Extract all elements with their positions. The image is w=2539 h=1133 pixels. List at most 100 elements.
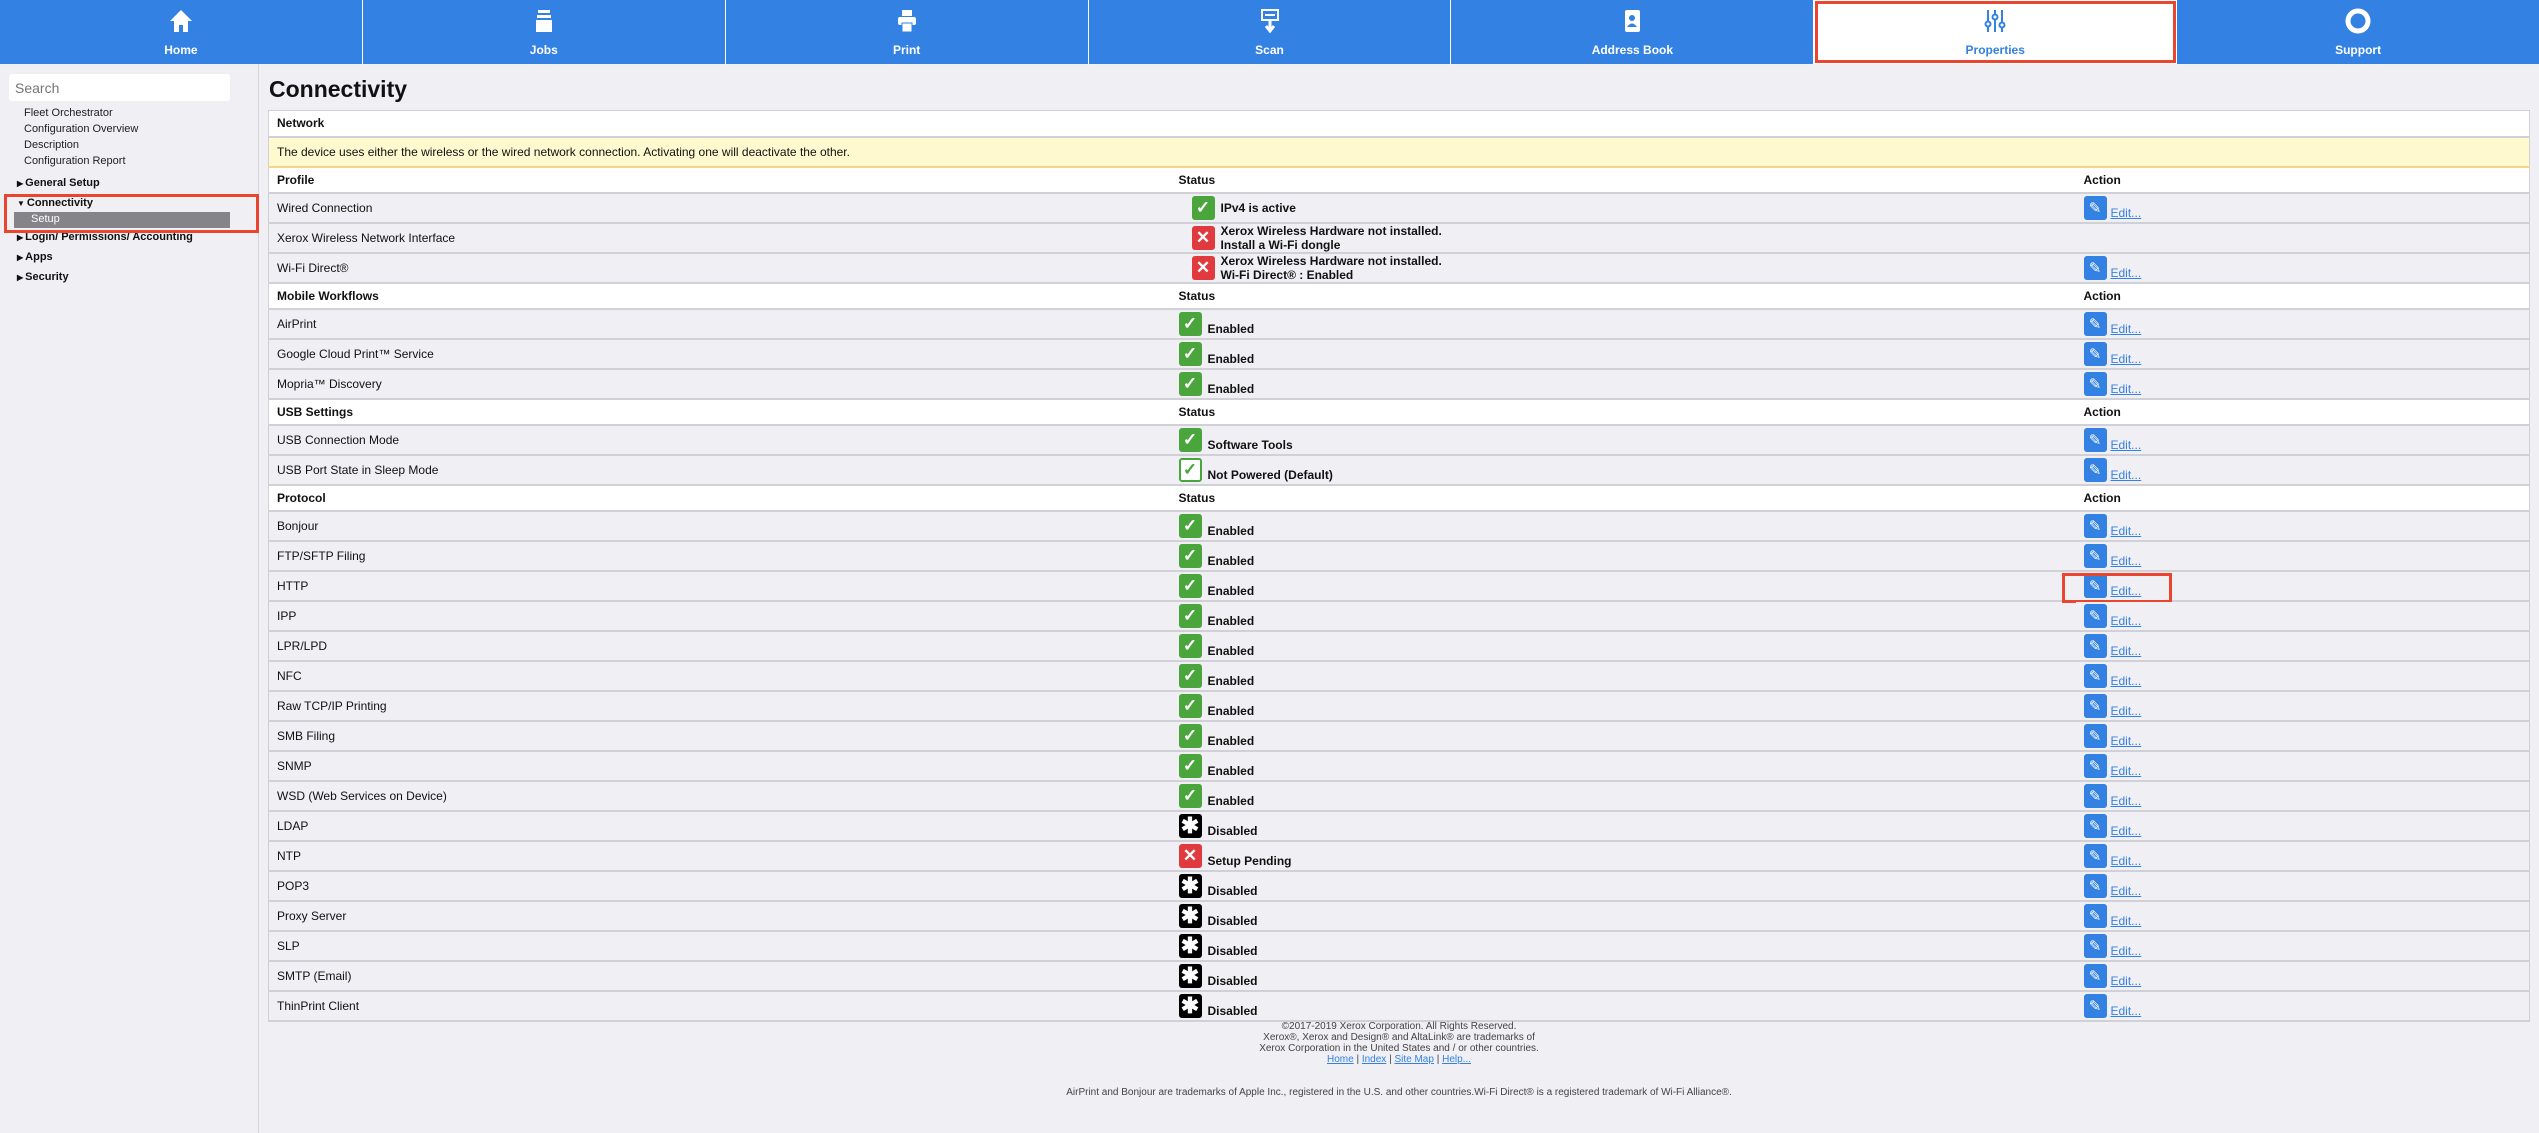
edit-link[interactable]: Edit... [2110,613,2142,628]
pencil-icon[interactable]: ✎ [2083,843,2107,868]
sidebar-group-general-setup[interactable]: ▶ General Setup [17,177,100,189]
sidebar-group-login-permissions-accounting[interactable]: ▶ Login/ Permissions/ Accounting [17,231,193,243]
table-row: ThinPrint Client ✱ Disabled ✎ Edit... [268,990,2530,1022]
pencil-icon[interactable]: ✎ [2083,513,2107,538]
sidebar-group-apps[interactable]: ▶ Apps [17,251,53,263]
pencil-icon[interactable]: ✎ [2083,255,2107,280]
search-input[interactable] [9,74,230,101]
edit-link[interactable]: Edit... [2110,943,2142,958]
tab-support[interactable]: Support [2177,0,2539,64]
edit-link[interactable]: Edit... [2110,733,2142,748]
check-icon: ✓ [1178,371,1202,396]
tab-properties[interactable]: Properties [1814,0,2178,64]
edit-link[interactable]: Edit... [2110,823,2142,838]
pencil-icon[interactable]: ✎ [2083,813,2107,838]
edit-link[interactable]: Edit... [2110,205,2142,220]
pencil-icon[interactable]: ✎ [2083,993,2107,1018]
edit-link[interactable]: Edit... [2110,763,2142,778]
table-row: LDAP ✱ Disabled ✎ Edit... [268,810,2530,842]
row-name: NFC [268,660,1171,692]
pencil-icon[interactable]: ✎ [2083,693,2107,718]
pencil-icon[interactable]: ✎ [2083,573,2107,598]
footer-link-home[interactable]: Home [1327,1054,1354,1065]
pencil-icon[interactable]: ✎ [2083,663,2107,688]
pencil-icon[interactable]: ✎ [2083,933,2107,958]
action-cell: ✎ Edit... [2061,570,2530,603]
status-text: Disabled [1207,913,1258,928]
edit-link[interactable]: Edit... [2110,523,2142,538]
table-row: Wired Connection ✓ IPv4 is active ✎ Edit... [268,192,2530,224]
row-name: SMTP (Email) [268,960,1171,992]
section-header-row: Profile Status Action [268,166,2530,194]
status-cell: ✓ Enabled [1170,600,2076,632]
sidebar-item-setup[interactable]: Setup [14,212,230,228]
tab-scan[interactable]: Scan [1088,0,1452,64]
edit-link[interactable]: Edit... [2110,703,2142,718]
column-header-status: Status [1170,398,2076,426]
status-cell: ✓ Enabled [1170,750,2076,782]
edit-link[interactable]: Edit... [2110,793,2142,808]
sidebar-group-connectivity[interactable]: ▼ Connectivity [17,197,93,209]
column-header: USB Settings [268,398,1171,426]
pencil-icon[interactable]: ✎ [2083,873,2107,898]
footer-link-site-map[interactable]: Site Map [1394,1054,1434,1065]
edit-link[interactable]: Edit... [2110,553,2142,568]
sidebar-group-security[interactable]: ▶ Security [17,271,69,283]
status-text: Enabled [1207,733,1255,748]
edit-link[interactable]: Edit... [2110,265,2142,280]
table-row: NTP ✕ Setup Pending ✎ Edit... [268,840,2530,872]
pencil-icon[interactable]: ✎ [2083,753,2107,778]
edit-link[interactable]: Edit... [2110,643,2142,658]
pencil-icon[interactable]: ✎ [2083,963,2107,988]
pencil-icon[interactable]: ✎ [2083,427,2107,452]
pencil-icon[interactable]: ✎ [2083,341,2107,366]
pencil-icon[interactable]: ✎ [2083,311,2107,336]
action-cell: ✎ Edit... [2075,750,2530,782]
edit-link[interactable]: Edit... [2110,467,2142,482]
info-note: The device uses either the wireless or t… [268,136,2530,168]
pencil-icon[interactable]: ✎ [2083,457,2107,482]
pencil-icon[interactable]: ✎ [2083,603,2107,628]
edit-link[interactable]: Edit... [2110,583,2142,598]
edit-link[interactable]: Edit... [2110,381,2142,396]
pencil-icon[interactable]: ✎ [2083,371,2107,396]
action-cell: ✎ Edit... [2075,690,2530,722]
trademark-line: Xerox®, Xerox and Design® and AltaLink® … [1263,1032,1535,1043]
tab-print[interactable]: Print [725,0,1089,64]
edit-link[interactable]: Edit... [2110,1003,2142,1018]
edit-link[interactable]: Edit... [2110,437,2142,452]
row-name: Google Cloud Print™ Service [268,338,1171,370]
table-row: SMTP (Email) ✱ Disabled ✎ Edit... [268,960,2530,992]
sidebar-link-configuration-report[interactable]: Configuration Report [24,155,126,167]
edit-link[interactable]: Edit... [2110,351,2142,366]
edit-link[interactable]: Edit... [2110,673,2142,688]
lifebuoy-icon [2345,8,2371,43]
tab-address-book[interactable]: Address Book [1451,0,1815,64]
action-cell: ✎ Edit... [2075,424,2530,456]
status-text: Disabled [1207,943,1258,958]
sidebar-link-configuration-overview[interactable]: Configuration Overview [24,123,139,135]
pencil-icon[interactable]: ✎ [2083,783,2107,808]
edit-link[interactable]: Edit... [2110,321,2142,336]
pencil-icon[interactable]: ✎ [2083,633,2107,658]
section-header-row: Mobile Workflows Status Action [268,282,2530,310]
footer-link-index[interactable]: Index [1361,1054,1387,1065]
status-text: Enabled [1207,703,1255,718]
status-text: Xerox Wireless Hardware not installed. [1220,253,1442,268]
row-name: Wi-Fi Direct® [268,252,1171,284]
edit-link[interactable]: Edit... [2110,853,2142,868]
footer-link-help[interactable]: Help... [1442,1054,1471,1065]
edit-link[interactable]: Edit... [2110,913,2142,928]
tab-home[interactable]: Home [0,0,363,64]
check-icon: ✓ [1178,663,1202,688]
pencil-icon[interactable]: ✎ [2083,903,2107,928]
sidebar-link-fleet-orchestrator[interactable]: Fleet Orchestrator [24,107,113,119]
pencil-icon[interactable]: ✎ [2083,195,2107,220]
tab-jobs[interactable]: Jobs [362,0,726,64]
action-cell: ✎ Edit... [2075,338,2530,370]
pencil-icon[interactable]: ✎ [2083,723,2107,748]
pencil-icon[interactable]: ✎ [2083,543,2107,568]
sidebar-link-description[interactable]: Description [24,139,80,151]
edit-link[interactable]: Edit... [2110,973,2142,988]
edit-link[interactable]: Edit... [2110,883,2142,898]
